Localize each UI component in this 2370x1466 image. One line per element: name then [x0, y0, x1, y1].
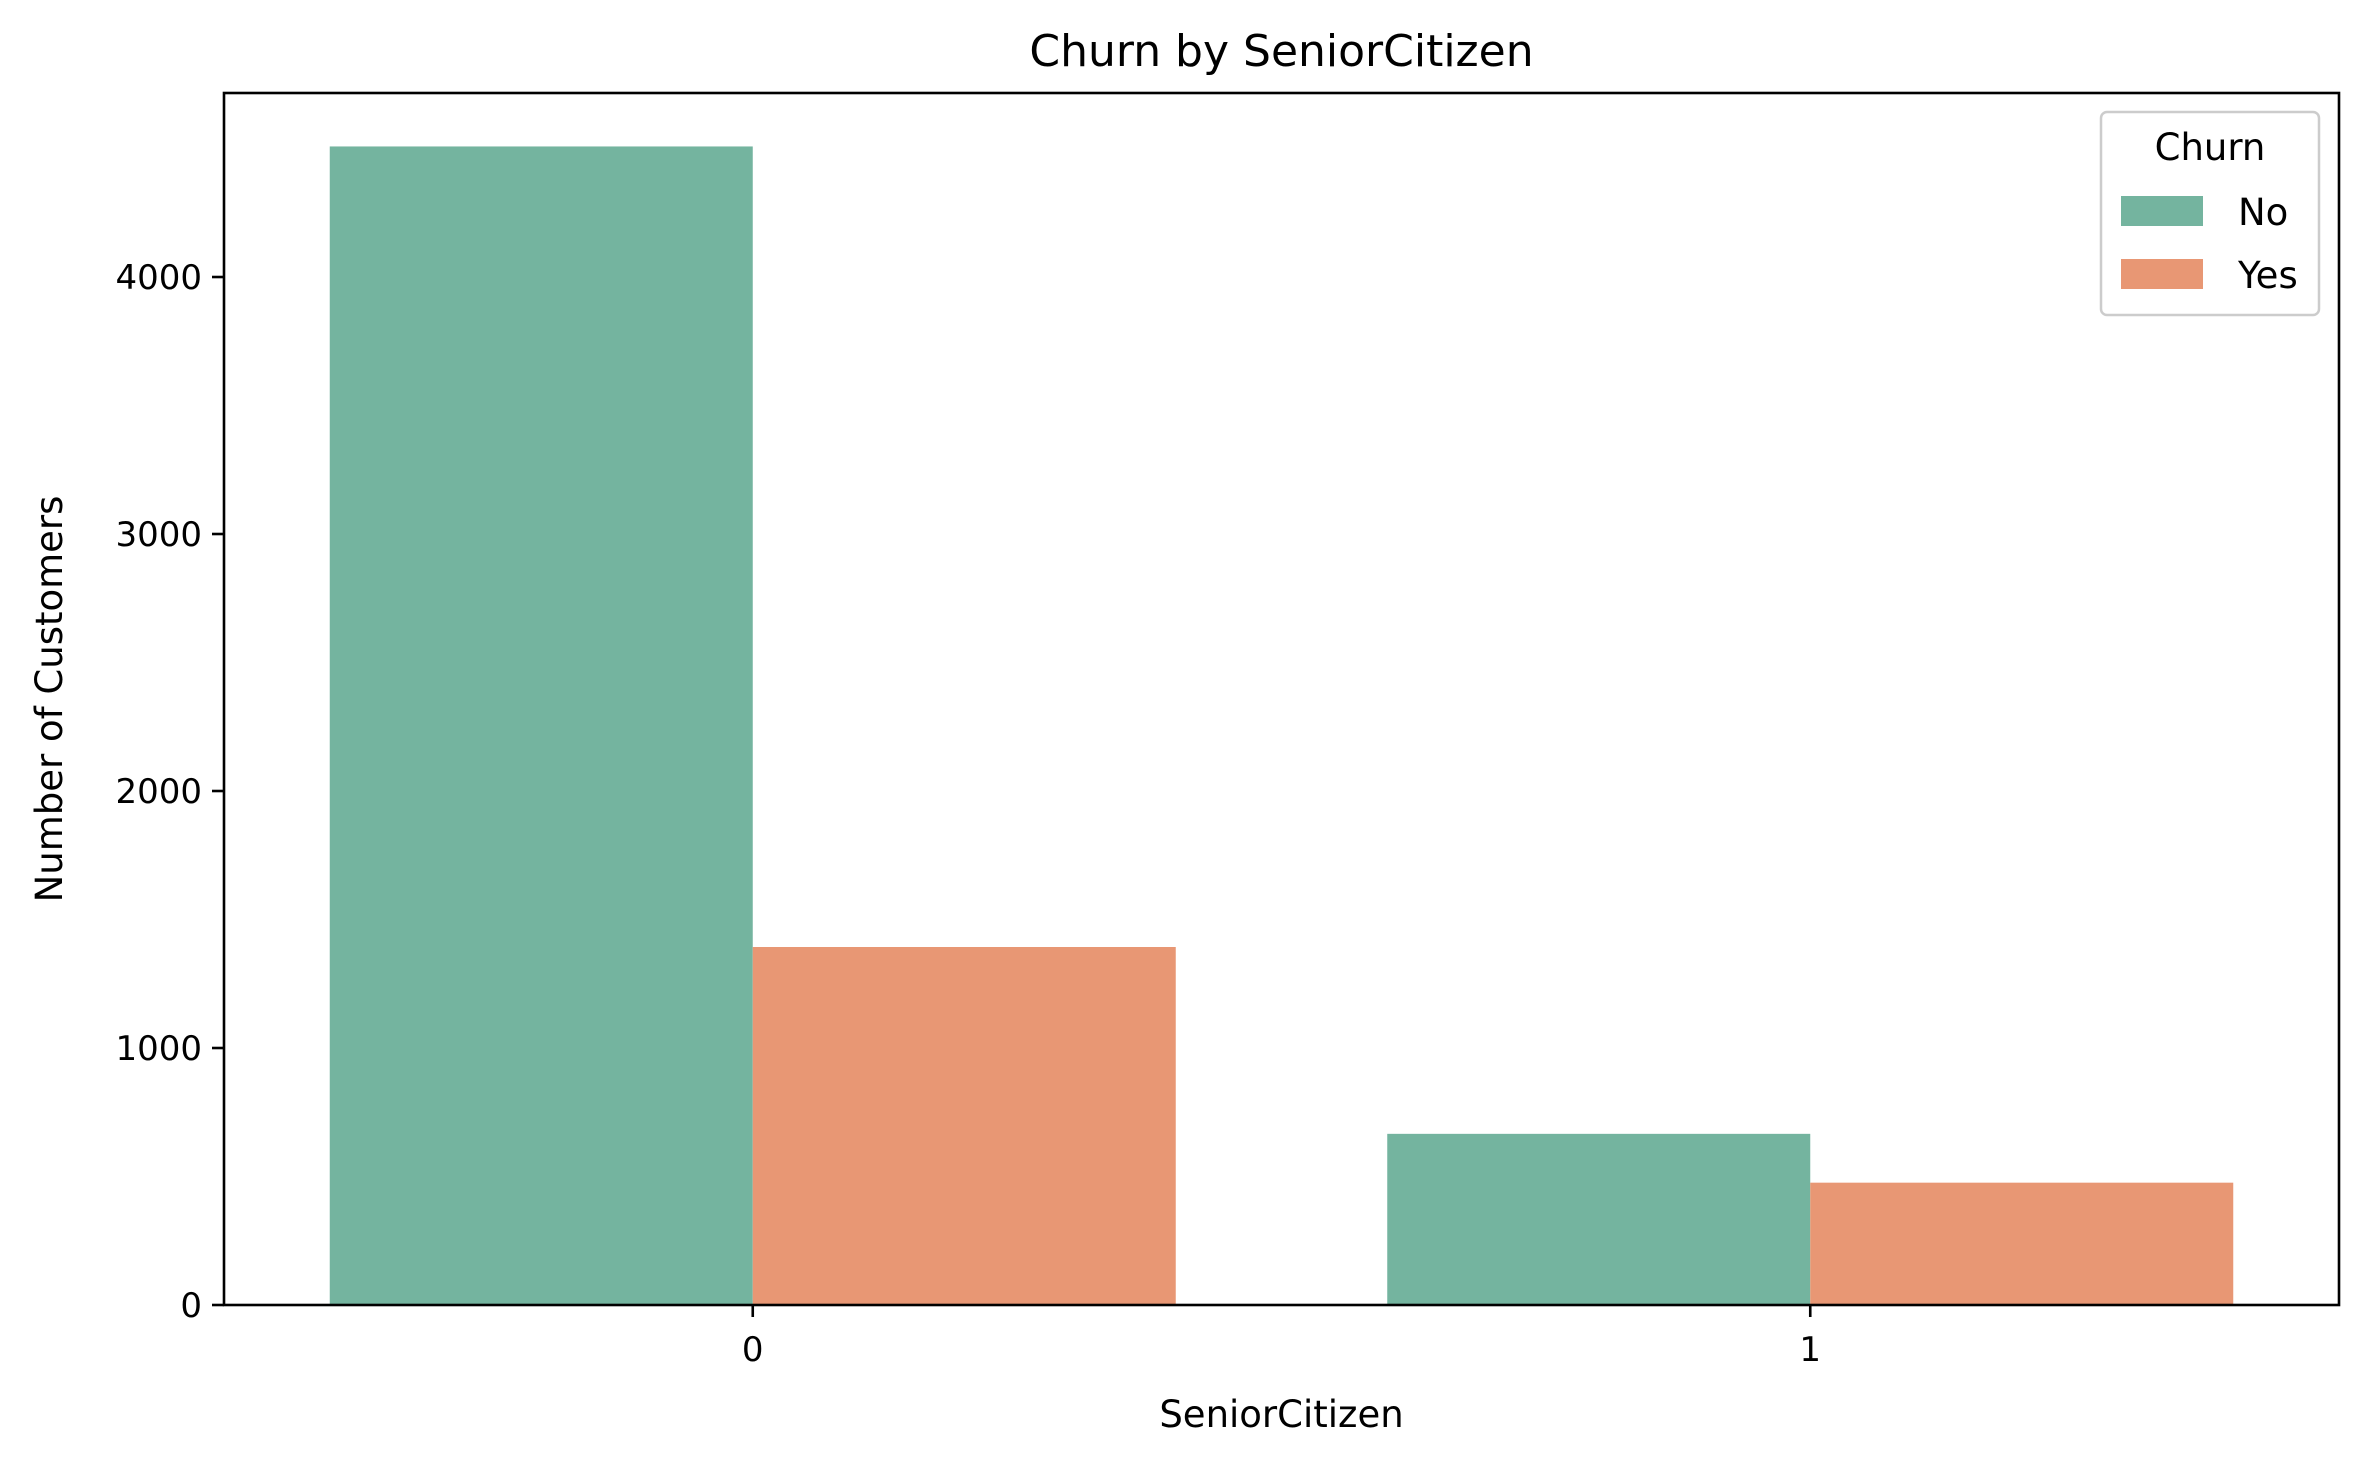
legend-items: No Yes [2121, 191, 2298, 297]
bar-no-1 [1387, 1133, 1811, 1305]
legend-label-yes: Yes [2237, 254, 2298, 297]
chart-title: Churn by SeniorCitizen [1029, 26, 1533, 77]
legend-label-no: No [2238, 191, 2288, 234]
plot-frame [222, 91, 2341, 1307]
y-tick-label: 3000 [115, 515, 202, 555]
legend: Churn No Yes [2099, 110, 2321, 317]
x-axis-label: SeniorCitizen [1159, 1393, 1403, 1436]
x-tick-label: 0 [742, 1330, 764, 1370]
y-tick-label: 0 [180, 1286, 202, 1326]
y-tick-label: 1000 [115, 1029, 202, 1069]
bar-yes-1 [1810, 1182, 2234, 1305]
bar-no-0 [329, 146, 753, 1306]
y-tick-label: 4000 [115, 258, 202, 298]
y-axis-ticks: 0 1000 2000 3000 4000 [115, 258, 224, 1326]
x-tick-label: 1 [1799, 1330, 1821, 1370]
legend-title: Churn [2155, 126, 2266, 169]
bar-yes-0 [752, 947, 1176, 1305]
y-axis-label: Number of Customers [28, 496, 71, 903]
legend-swatch-no [2121, 196, 2203, 226]
bars-layer [329, 146, 2234, 1306]
legend-swatch-yes [2121, 259, 2203, 289]
y-tick-label: 2000 [115, 772, 202, 812]
